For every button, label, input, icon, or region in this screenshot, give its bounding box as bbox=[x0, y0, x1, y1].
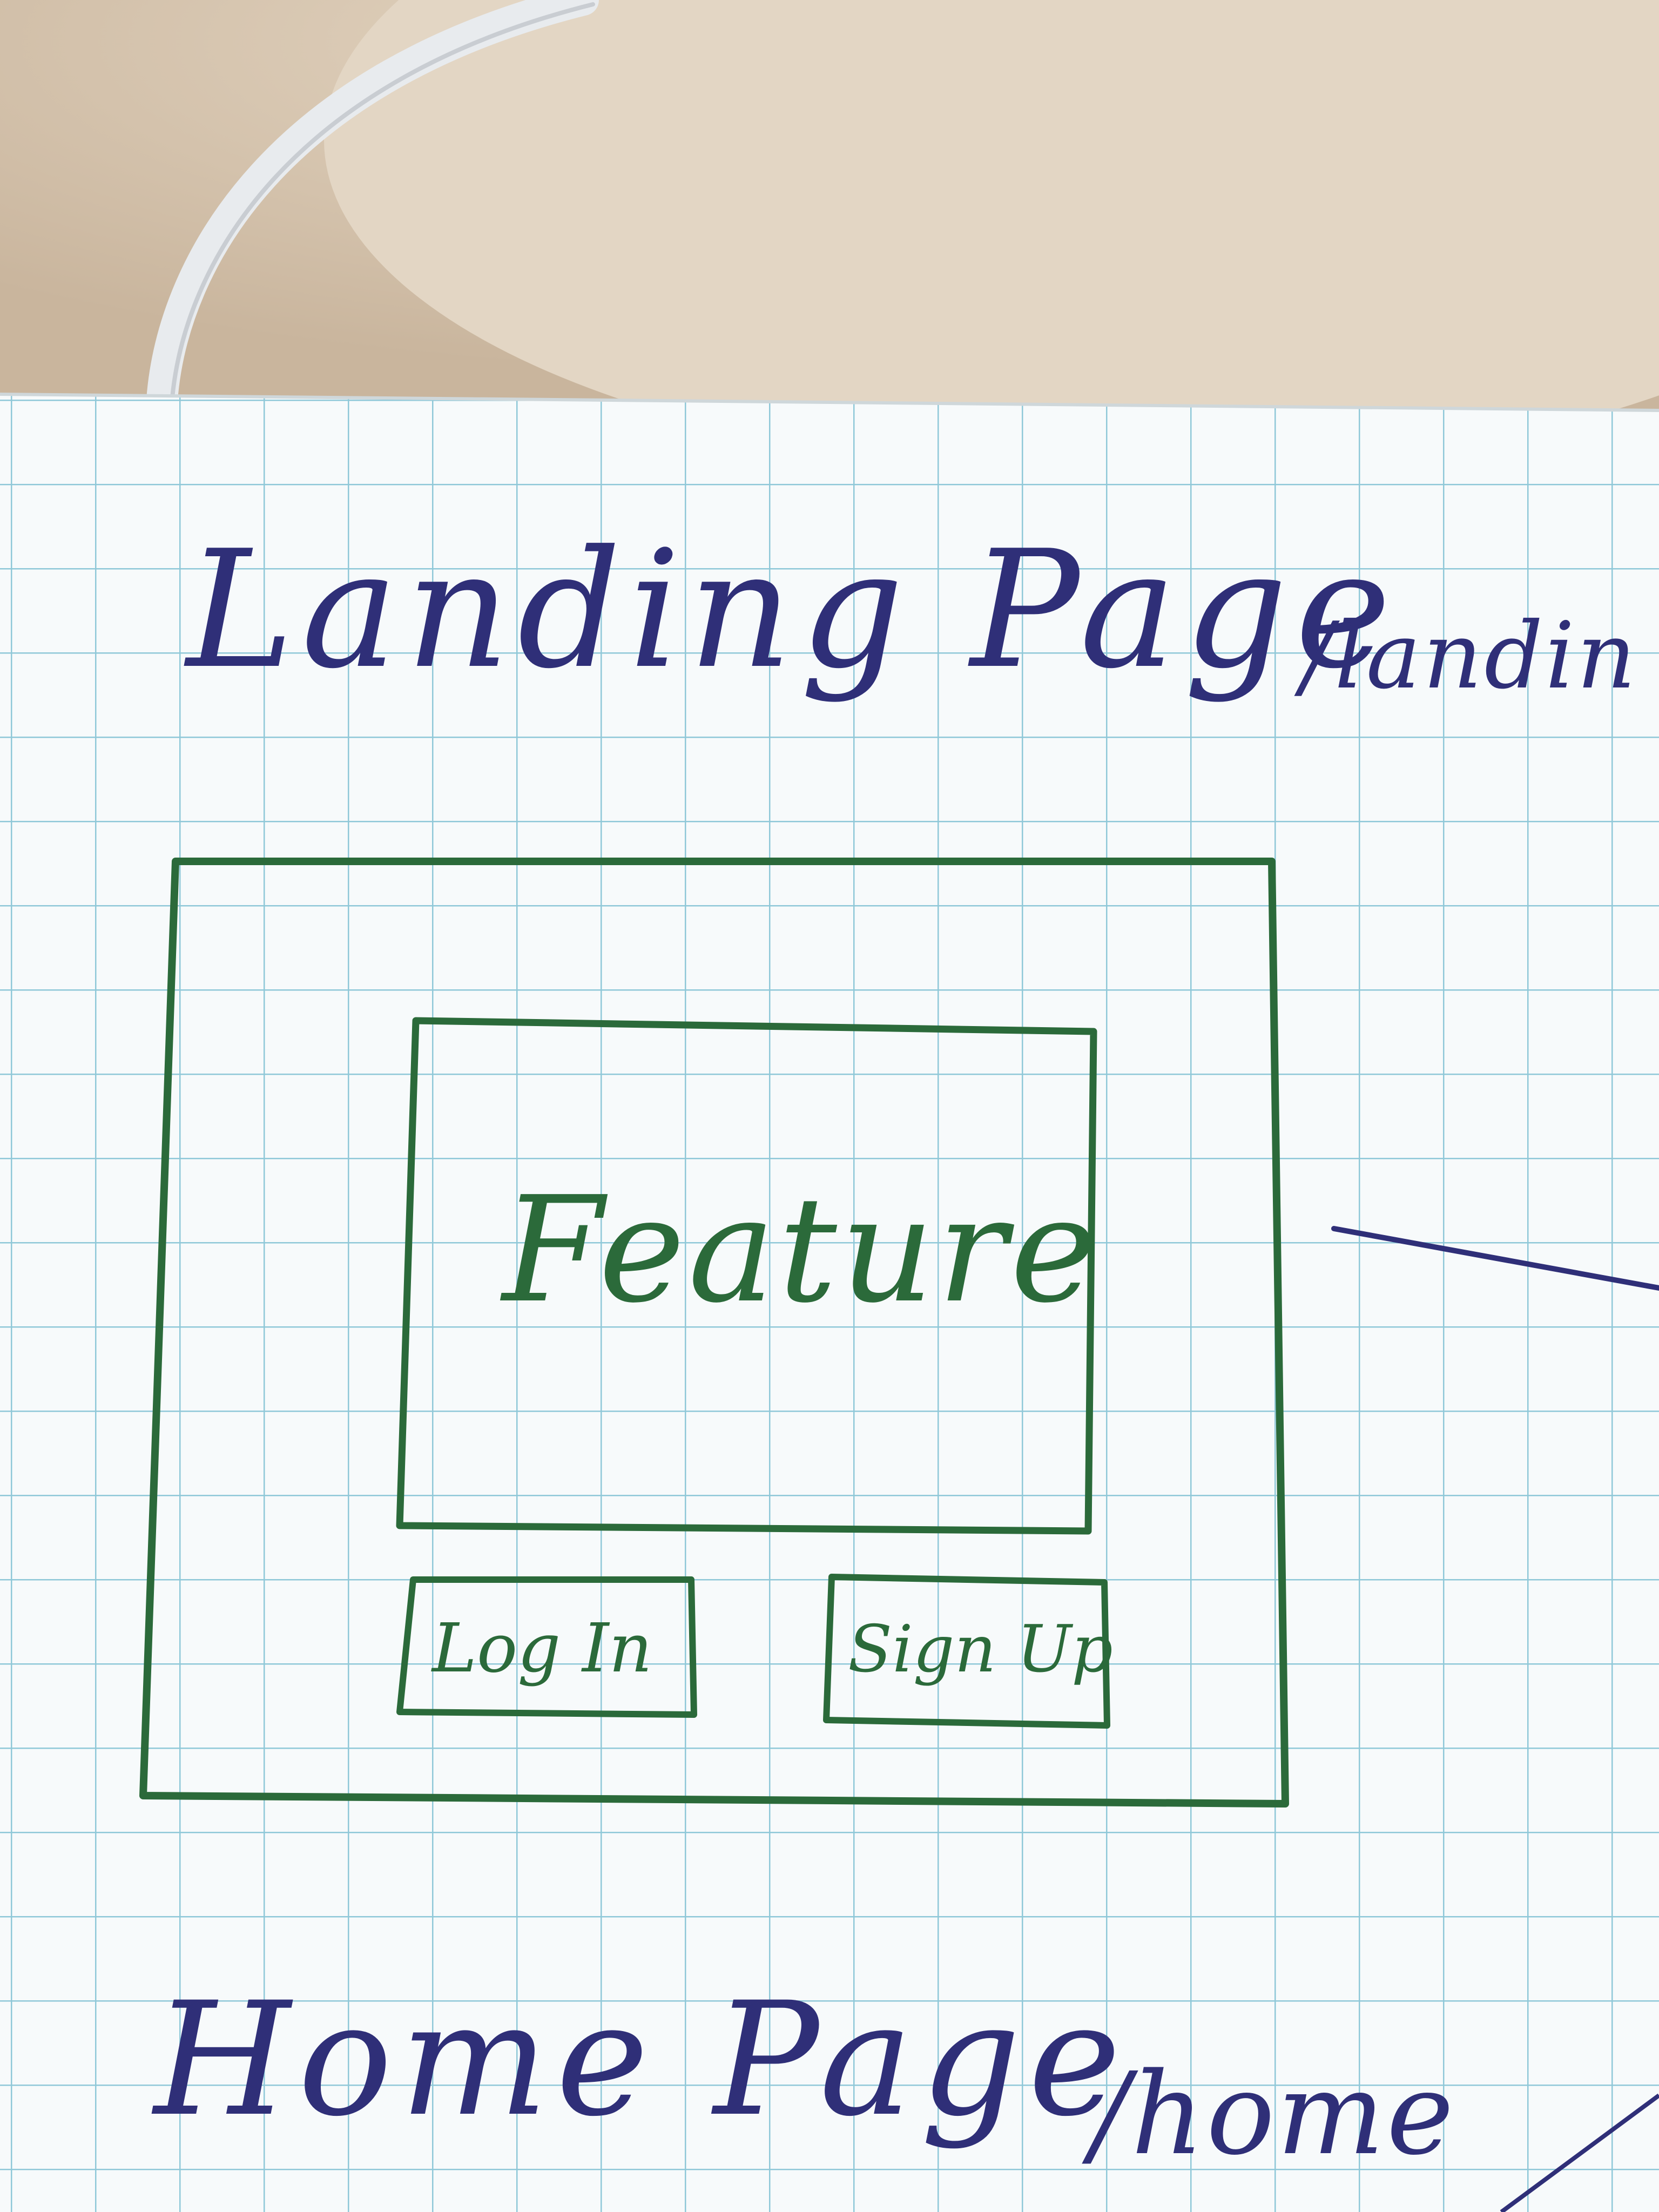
login-box bbox=[396, 1576, 697, 1718]
signup-box bbox=[823, 1574, 1110, 1729]
home-page-title: Home Page bbox=[154, 1969, 1129, 2151]
signup-label: Sign Up bbox=[848, 1612, 1113, 1687]
connector-line bbox=[1331, 1226, 1659, 1291]
feature-label: Feature bbox=[502, 1165, 1100, 1335]
feature-box bbox=[396, 1017, 1097, 1535]
home-route: /home bbox=[1091, 2048, 1456, 2180]
bottom-right-line bbox=[1500, 2093, 1659, 2212]
cable bbox=[146, 0, 599, 415]
landing-outer-frame bbox=[139, 858, 1289, 1808]
table-top bbox=[324, 0, 1659, 475]
grid-paper bbox=[0, 394, 1659, 2212]
landing-page-title: Landing Page bbox=[186, 516, 1399, 704]
login-label: Log In bbox=[432, 1609, 652, 1688]
landing-route: /landin bbox=[1301, 603, 1638, 710]
